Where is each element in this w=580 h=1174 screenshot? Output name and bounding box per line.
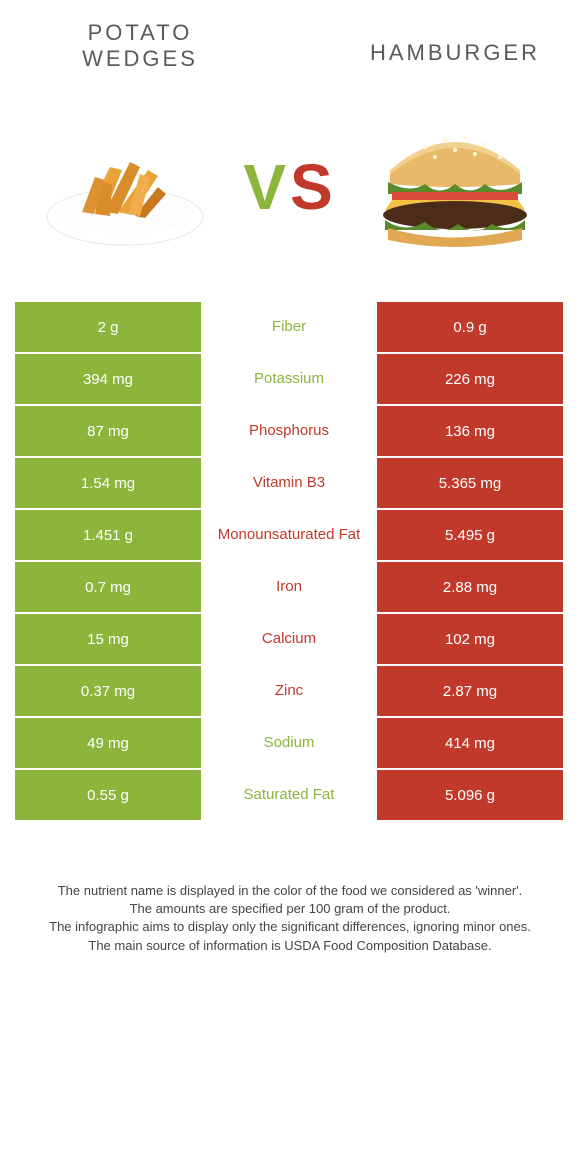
nutrient-row: 15 mgCalcium102 mg xyxy=(15,614,565,664)
nutrient-table: 2 gFiber0.9 g394 mgPotassium226 mg87 mgP… xyxy=(15,302,565,820)
nutrient-label: Sodium xyxy=(201,718,377,768)
nutrient-label: Monounsaturated Fat xyxy=(201,510,377,560)
nutrient-row: 49 mgSodium414 mg xyxy=(15,718,565,768)
nutrient-label: Vitamin B3 xyxy=(201,458,377,508)
nutrient-value-a: 0.37 mg xyxy=(15,666,201,716)
footer-line: The infographic aims to display only the… xyxy=(30,918,550,936)
nutrient-value-a: 0.55 g xyxy=(15,770,201,820)
hero-row: VS xyxy=(0,82,580,302)
nutrient-row: 0.7 mgIron2.88 mg xyxy=(15,562,565,612)
nutrient-value-a: 2 g xyxy=(15,302,201,352)
nutrient-label: Iron xyxy=(201,562,377,612)
food-b-title: HAMBURGER xyxy=(340,20,540,72)
nutrient-row: 1.54 mgVitamin B35.365 mg xyxy=(15,458,565,508)
nutrient-value-b: 5.365 mg xyxy=(377,458,563,508)
nutrient-value-b: 102 mg xyxy=(377,614,563,664)
nutrient-row: 1.451 gMonounsaturated Fat5.495 g xyxy=(15,510,565,560)
food-a-image xyxy=(40,112,210,262)
nutrient-value-a: 1.54 mg xyxy=(15,458,201,508)
nutrient-label: Zinc xyxy=(201,666,377,716)
vs-s: S xyxy=(290,151,337,223)
nutrient-value-a: 49 mg xyxy=(15,718,201,768)
nutrient-label: Potassium xyxy=(201,354,377,404)
footer-notes: The nutrient name is displayed in the co… xyxy=(0,822,580,955)
footer-line: The main source of information is USDA F… xyxy=(30,937,550,955)
nutrient-value-b: 5.495 g xyxy=(377,510,563,560)
nutrient-label: Calcium xyxy=(201,614,377,664)
nutrient-row: 394 mgPotassium226 mg xyxy=(15,354,565,404)
nutrient-value-b: 136 mg xyxy=(377,406,563,456)
nutrient-label: Phosphorus xyxy=(201,406,377,456)
nutrient-row: 0.55 gSaturated Fat5.096 g xyxy=(15,770,565,820)
nutrient-label: Saturated Fat xyxy=(201,770,377,820)
nutrient-value-b: 414 mg xyxy=(377,718,563,768)
nutrient-value-b: 0.9 g xyxy=(377,302,563,352)
footer-line: The nutrient name is displayed in the co… xyxy=(30,882,550,900)
nutrient-value-a: 394 mg xyxy=(15,354,201,404)
food-b-image xyxy=(370,112,540,262)
nutrient-row: 87 mgPhosphorus136 mg xyxy=(15,406,565,456)
nutrient-row: 0.37 mgZinc2.87 mg xyxy=(15,666,565,716)
nutrient-value-a: 87 mg xyxy=(15,406,201,456)
header: POTATO WEDGES HAMBURGER xyxy=(0,0,580,82)
nutrient-value-b: 2.87 mg xyxy=(377,666,563,716)
nutrient-row: 2 gFiber0.9 g xyxy=(15,302,565,352)
vs-label: VS xyxy=(243,150,336,224)
nutrient-value-a: 15 mg xyxy=(15,614,201,664)
nutrient-value-a: 0.7 mg xyxy=(15,562,201,612)
nutrient-value-a: 1.451 g xyxy=(15,510,201,560)
vs-v: V xyxy=(243,151,290,223)
food-a-title: POTATO WEDGES xyxy=(40,20,240,72)
nutrient-value-b: 5.096 g xyxy=(377,770,563,820)
nutrient-value-b: 226 mg xyxy=(377,354,563,404)
nutrient-label: Fiber xyxy=(201,302,377,352)
nutrient-value-b: 2.88 mg xyxy=(377,562,563,612)
footer-line: The amounts are specified per 100 gram o… xyxy=(30,900,550,918)
